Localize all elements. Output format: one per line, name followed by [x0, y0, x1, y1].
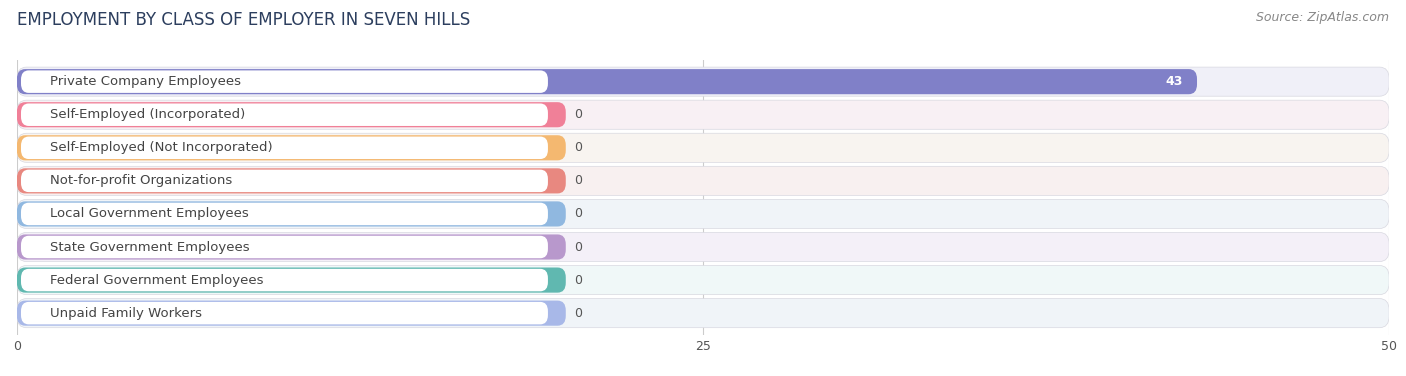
FancyBboxPatch shape — [17, 67, 1389, 96]
Text: Self-Employed (Incorporated): Self-Employed (Incorporated) — [49, 108, 245, 121]
FancyBboxPatch shape — [21, 70, 548, 93]
FancyBboxPatch shape — [21, 103, 548, 126]
FancyBboxPatch shape — [17, 135, 565, 160]
FancyBboxPatch shape — [17, 166, 1389, 196]
FancyBboxPatch shape — [17, 100, 1389, 129]
Text: Source: ZipAtlas.com: Source: ZipAtlas.com — [1256, 11, 1389, 24]
Text: 0: 0 — [574, 241, 582, 253]
FancyBboxPatch shape — [21, 269, 548, 291]
FancyBboxPatch shape — [17, 299, 1389, 328]
FancyBboxPatch shape — [17, 235, 565, 259]
FancyBboxPatch shape — [17, 202, 565, 226]
Text: 0: 0 — [574, 108, 582, 121]
FancyBboxPatch shape — [21, 170, 548, 192]
Text: Unpaid Family Workers: Unpaid Family Workers — [49, 307, 202, 320]
FancyBboxPatch shape — [17, 265, 1389, 295]
Text: 0: 0 — [574, 141, 582, 154]
Text: 0: 0 — [574, 307, 582, 320]
FancyBboxPatch shape — [17, 300, 565, 326]
FancyBboxPatch shape — [17, 232, 1389, 262]
FancyBboxPatch shape — [17, 102, 565, 127]
FancyBboxPatch shape — [17, 267, 565, 293]
Text: Private Company Employees: Private Company Employees — [49, 75, 240, 88]
Text: 0: 0 — [574, 208, 582, 220]
FancyBboxPatch shape — [17, 69, 1197, 94]
FancyBboxPatch shape — [17, 199, 1389, 229]
FancyBboxPatch shape — [17, 133, 1389, 162]
FancyBboxPatch shape — [21, 136, 548, 159]
Text: EMPLOYMENT BY CLASS OF EMPLOYER IN SEVEN HILLS: EMPLOYMENT BY CLASS OF EMPLOYER IN SEVEN… — [17, 11, 470, 29]
FancyBboxPatch shape — [21, 203, 548, 225]
FancyBboxPatch shape — [21, 302, 548, 324]
FancyBboxPatch shape — [17, 168, 565, 193]
Text: 43: 43 — [1166, 75, 1184, 88]
Text: State Government Employees: State Government Employees — [49, 241, 249, 253]
Text: Not-for-profit Organizations: Not-for-profit Organizations — [49, 174, 232, 187]
Text: Self-Employed (Not Incorporated): Self-Employed (Not Incorporated) — [49, 141, 273, 154]
Text: 0: 0 — [574, 274, 582, 287]
Text: Federal Government Employees: Federal Government Employees — [49, 274, 263, 287]
FancyBboxPatch shape — [21, 236, 548, 258]
Text: 0: 0 — [574, 174, 582, 187]
Text: Local Government Employees: Local Government Employees — [49, 208, 249, 220]
